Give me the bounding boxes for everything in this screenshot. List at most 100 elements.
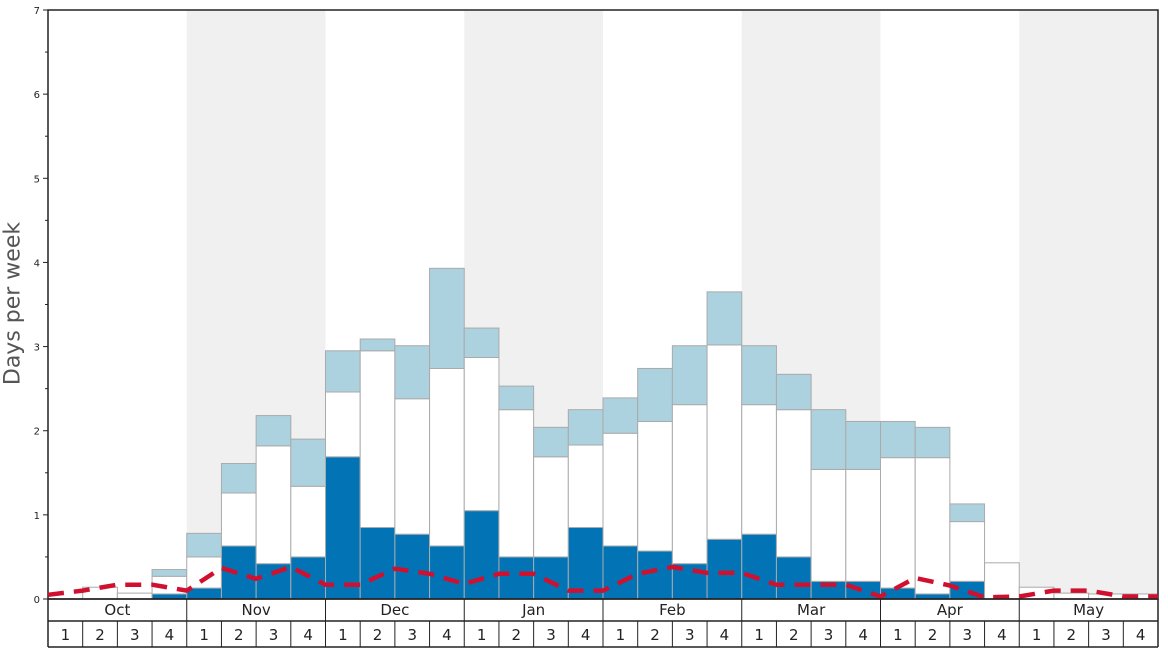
bar-segment-18-2 (671, 345, 708, 406)
week-label-feb-2: 2 (650, 626, 660, 644)
bar-segment-12-0 (463, 510, 500, 600)
week-label-dec-4: 4 (442, 626, 452, 644)
bar-segment-7-1 (290, 485, 326, 558)
trend-line-path (47, 564, 1158, 600)
bar-segment-16-2 (602, 397, 639, 434)
week-label-may-4: 4 (1136, 626, 1146, 644)
bar-segment-11-0 (429, 545, 465, 600)
y-tick-label-3: 3 (34, 343, 40, 354)
bar-segment-6-1 (255, 445, 292, 565)
week-label-mar-1: 1 (754, 626, 764, 644)
bar-segment-19-0 (706, 538, 743, 600)
bar-segment-2-1 (116, 592, 153, 600)
bar-segment-21-0 (775, 556, 812, 600)
bar-segment-3-2 (151, 569, 188, 577)
week-label-dec-2: 2 (373, 626, 383, 644)
bar-segment-22-2 (810, 409, 847, 470)
week-label-apr-3: 3 (962, 626, 972, 644)
bar-segment-5-1 (220, 492, 257, 547)
week-label-feb-4: 4 (720, 626, 730, 644)
week-label-dec-1: 1 (338, 626, 348, 644)
bar-segment-19-2 (706, 291, 743, 346)
y-tick-label-2: 2 (34, 427, 40, 438)
bar-segment-16-0 (602, 545, 639, 600)
bar-segment-15-2 (567, 409, 604, 446)
bar-segment-25-2 (914, 426, 951, 459)
bar-segment-13-0 (498, 556, 535, 600)
y-axis: 0 1 2 3 4 5 6 7 (34, 6, 48, 606)
week-label-jan-1: 1 (477, 626, 487, 644)
bar-segment-7-2 (290, 438, 326, 487)
week-label-jan-3: 3 (546, 626, 556, 644)
y-tick-label-0: 0 (34, 595, 40, 606)
bar-segment-17-1 (637, 420, 673, 552)
month-label-dec: Dec (380, 601, 409, 619)
month-label-apr: Apr (937, 601, 964, 619)
month-shading-bands (186, 10, 1158, 599)
week-label-nov-4: 4 (303, 626, 313, 644)
week-label-oct-2: 2 (95, 626, 105, 644)
bar-segment-26-1 (949, 521, 986, 582)
week-label-oct-4: 4 (165, 626, 175, 644)
bar-segment-15-0 (567, 526, 604, 600)
week-label-dec-3: 3 (407, 626, 417, 644)
week-label-may-1: 1 (1032, 626, 1042, 644)
bar-segment-25-1 (914, 457, 951, 595)
bar-segment-14-2 (533, 426, 569, 458)
bar-segment-24-2 (880, 420, 916, 459)
month-label-oct: Oct (104, 601, 130, 619)
bar-segment-10-2 (394, 345, 431, 400)
bar-segment-21-1 (775, 409, 812, 558)
bar-segment-11-1 (429, 367, 465, 547)
week-label-jan-2: 2 (512, 626, 522, 644)
week-label-may-3: 3 (1101, 626, 1111, 644)
bar-segment-9-1 (359, 350, 396, 528)
bar-segment-20-1 (741, 404, 777, 535)
bar-segment-8-2 (325, 350, 361, 393)
bar-segment-8-1 (325, 391, 361, 458)
y-axis-label: Days per week (0, 221, 26, 386)
week-label-nov-1: 1 (199, 626, 209, 644)
y-tick-label-6: 6 (34, 90, 40, 101)
bar-segment-16-1 (602, 432, 639, 547)
bar-segment-8-0 (325, 456, 361, 600)
week-label-may-2: 2 (1067, 626, 1077, 644)
bar-segment-23-1 (845, 468, 881, 582)
month-band-may (1019, 10, 1158, 599)
x-axis: Oct 1 2 3 4 Nov 1 2 3 4 Dec 1 2 3 4 Jan 1 2 3 4 Feb 1 2 3 4 Mar 1 2… (47, 598, 1159, 648)
bar-segment-20-2 (741, 345, 777, 406)
bar-segment-14-1 (533, 456, 569, 558)
week-label-feb-1: 1 (616, 626, 626, 644)
bar-segment-29-1 (1053, 592, 1090, 600)
bar-segment-19-1 (706, 344, 743, 540)
bar-segment-12-2 (463, 327, 500, 359)
bar-segment-25-0 (914, 593, 951, 600)
bar-segment-11-2 (429, 267, 465, 369)
week-label-nov-2: 2 (234, 626, 244, 644)
bar-segment-4-2 (186, 532, 222, 558)
week-label-apr-2: 2 (928, 626, 938, 644)
week-label-mar-4: 4 (858, 626, 868, 644)
week-label-mar-2: 2 (789, 626, 799, 644)
month-label-feb: Feb (659, 601, 686, 619)
bar-segment-13-1 (498, 409, 535, 558)
bar-segment-15-1 (567, 444, 604, 528)
week-label-oct-1: 1 (61, 626, 71, 644)
month-label-mar: Mar (797, 601, 826, 619)
week-label-apr-4: 4 (997, 626, 1007, 644)
bar-segment-17-2 (637, 367, 673, 422)
bar-segment-27-1 (984, 562, 1020, 600)
y-tick-label-7: 7 (34, 6, 40, 17)
week-label-mar-3: 3 (824, 626, 834, 644)
bar-segment-10-0 (394, 533, 431, 600)
trend-line (47, 564, 1158, 600)
bar-segment-14-0 (533, 556, 569, 600)
week-label-apr-1: 1 (893, 626, 903, 644)
bar-segment-4-1 (186, 556, 222, 589)
bar-segment-23-2 (845, 420, 881, 470)
bar-segment-9-0 (359, 526, 396, 600)
bar-segment-12-1 (463, 357, 500, 512)
bar-segment-22-1 (810, 468, 847, 582)
month-label-nov: Nov (241, 601, 270, 619)
